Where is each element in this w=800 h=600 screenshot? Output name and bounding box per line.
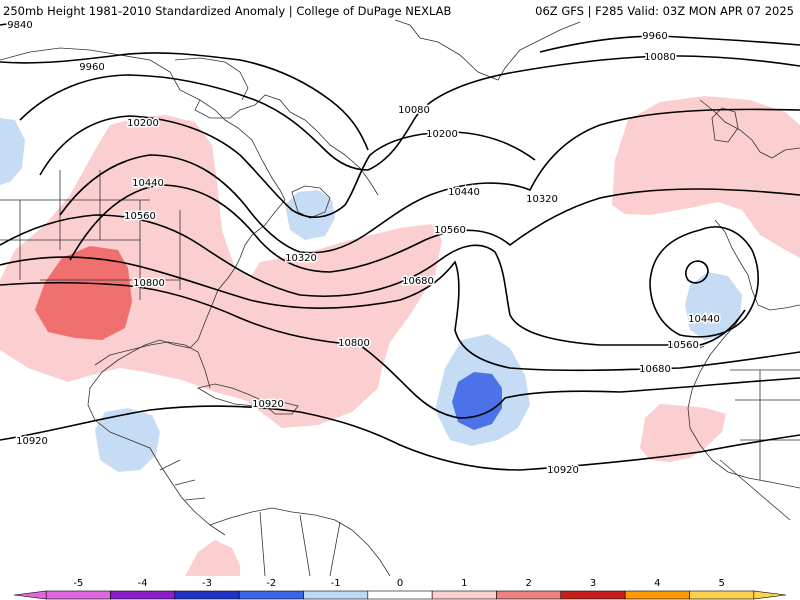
negative-anomaly-central-america [95, 408, 160, 472]
negative-anomaly-newfoundland [285, 190, 335, 240]
closed-low-east [649, 226, 759, 338]
central-america-borders [159, 459, 206, 501]
colorbar-segment [174, 590, 240, 600]
map-title: 250mb Height 1981-2010 Standardized Anom… [3, 4, 452, 18]
positive-anomaly-africa [640, 404, 726, 462]
contour-label: 10080 [398, 105, 430, 116]
negative-anomaly-iberia [685, 272, 742, 340]
contour-10200 [39, 115, 536, 218]
contour-label: 9960 [79, 62, 104, 73]
colorbar-segment [496, 590, 562, 600]
labrador [289, 111, 379, 196]
contour-label: 10440 [688, 314, 720, 325]
contour-9960-east [539, 35, 800, 53]
positive-anomaly-core [35, 246, 132, 340]
contour-label: 10560 [124, 211, 156, 222]
positive-anomaly-south-america [185, 540, 240, 576]
weather-map: 9840 9960 9960 10080 10080 10200 10200 1… [0, 20, 800, 576]
contour-10680 [0, 256, 800, 372]
contour-label: 10200 [127, 118, 159, 129]
contour-label: 10560 [434, 225, 466, 236]
colorbar-tick-label: 0 [397, 578, 403, 589]
iberia-africa-coast [714, 219, 800, 311]
contour-label: 10080 [644, 52, 676, 63]
contour-9840 [0, 21, 21, 26]
contour-10800 [0, 281, 800, 419]
colorbar-tick-label: -4 [138, 578, 148, 589]
contour-label: 10920 [547, 465, 579, 476]
anomaly-shading [0, 96, 800, 576]
colorbar-segment [624, 590, 690, 600]
contour-label: 10440 [132, 178, 164, 189]
colorbar-segment [431, 590, 497, 600]
contour-10560 [0, 214, 746, 346]
contour-9960-west [0, 52, 369, 151]
colorbar-segment [45, 590, 111, 600]
closed-low-inner [685, 260, 709, 284]
colorbar: -5 -4 -3 -2 -1 0 1 2 3 4 5 [0, 576, 800, 600]
colorbar-segment [367, 590, 433, 600]
colorbar-segment [238, 590, 304, 600]
newfoundland [291, 185, 331, 219]
contour-label: 10800 [133, 278, 165, 289]
africa-coast [687, 309, 800, 489]
cuba [196, 383, 267, 407]
south-america-coast [209, 507, 391, 576]
contour-label: 9840 [7, 20, 32, 31]
contour-label: 10680 [639, 364, 671, 375]
contour-label: 10920 [252, 399, 284, 410]
contour-labels: 9840 9960 9960 10080 10080 10200 10200 1… [6, 20, 722, 478]
gulf-coast [94, 341, 211, 389]
contour-label: 10440 [448, 187, 480, 198]
colorbar-segment [303, 590, 369, 600]
contour-10440 [69, 184, 800, 273]
europe-coast [699, 99, 800, 159]
contour-label: 10200 [426, 129, 458, 140]
coastlines [0, 20, 800, 576]
canada-inner-coast [194, 94, 291, 119]
contour-label: 10560 [667, 340, 699, 351]
contour-10920 [0, 405, 800, 471]
contour-label: 10320 [526, 194, 558, 205]
contour-10080 [19, 55, 800, 171]
north-america-coast [0, 47, 286, 536]
greenland [394, 20, 581, 81]
contour-label: 10680 [402, 276, 434, 287]
negative-anomaly-pacific [0, 118, 25, 185]
contour-label: 10920 [16, 436, 48, 447]
contour-10320 [59, 108, 800, 254]
colorbar-tick-label: 4 [654, 578, 660, 589]
colorbar-segment [560, 590, 626, 600]
hudson-bay [174, 57, 249, 101]
map-header: 250mb Height 1981-2010 Standardized Anom… [0, 0, 800, 20]
colorbar-tick-label: -2 [266, 578, 276, 589]
hispaniola [264, 401, 299, 415]
contour-label: 10800 [338, 338, 370, 349]
model-run-info: 06Z GFS | F285 Valid: 03Z MON APR 07 202… [535, 4, 794, 18]
colorbar-tick-label: -1 [331, 578, 341, 589]
colorbar-tick-labels: -5 -4 -3 -2 -1 0 1 2 3 4 5 [73, 578, 725, 589]
colorbar-tick-label: -5 [73, 578, 83, 589]
height-contours [0, 21, 800, 471]
colorbar-segment [689, 590, 755, 600]
positive-anomaly-europe [612, 96, 800, 258]
contour-label: 9960 [642, 31, 667, 42]
contour-label: 10320 [285, 253, 317, 264]
colorbar-tick-label: -3 [202, 578, 212, 589]
colorbar-tick-label: 1 [461, 578, 467, 589]
colorbar-tick-label: 3 [590, 578, 596, 589]
colorbar-tick-label: 5 [718, 578, 724, 589]
colorbar-arrow-right [753, 590, 787, 600]
colorbar-segment [110, 590, 176, 600]
positive-anomaly-north-america [0, 115, 442, 428]
colorbar-arrow-left [13, 590, 47, 600]
uk [711, 107, 739, 143]
colorbar-tick-label: 2 [525, 578, 531, 589]
colorbar-scale [13, 590, 787, 600]
us-borders [0, 170, 181, 300]
south-america-borders [259, 511, 341, 576]
negative-anomaly-atlantic-core [452, 372, 502, 430]
